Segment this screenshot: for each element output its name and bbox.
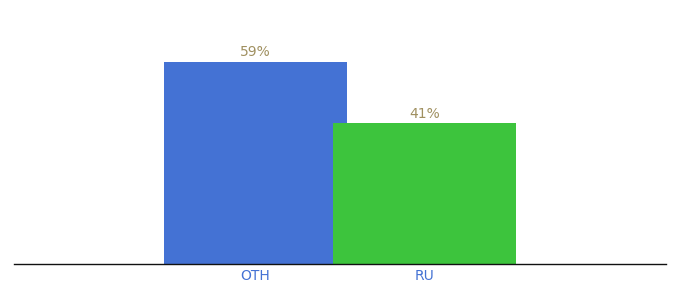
Text: 59%: 59% (240, 45, 271, 59)
Text: 41%: 41% (409, 107, 440, 121)
Bar (164, 62, 347, 264)
Bar (333, 123, 516, 264)
